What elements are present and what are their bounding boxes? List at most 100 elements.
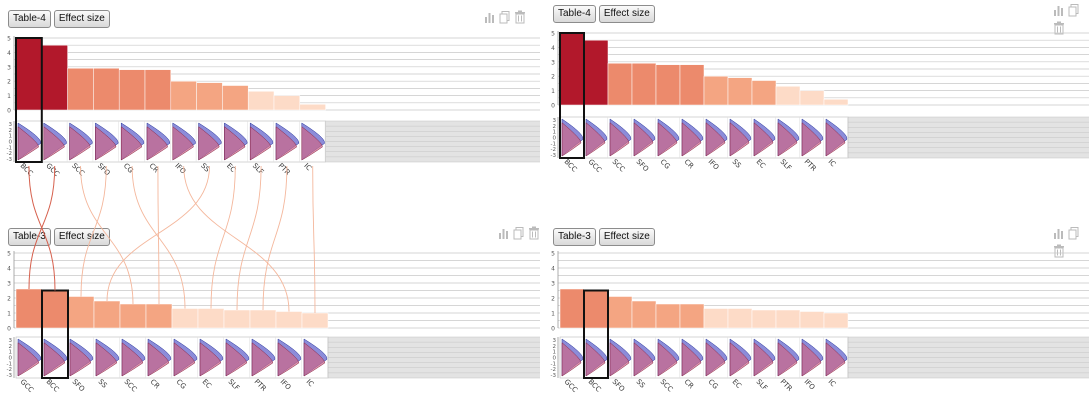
y-tick-label: 4 xyxy=(7,50,11,57)
distribution-tick-label: -1 xyxy=(551,361,556,367)
table-3-panel-right: Table-3 Effect size 0 1 2 3 4 5 3 2 1 0 -1 -2 -3 GCC BC… xyxy=(545,220,1089,400)
effect-size-button[interactable]: Effect size xyxy=(53,10,110,28)
bar-bcc[interactable] xyxy=(583,290,609,329)
copy-icon[interactable] xyxy=(1068,3,1080,17)
distribution-tick-label: 2 xyxy=(553,124,557,130)
x-label-slf: SLF xyxy=(251,162,265,176)
y-tick-label: 0 xyxy=(7,108,11,115)
y-tick-label: 3 xyxy=(7,281,11,288)
bar-sfo[interactable] xyxy=(93,67,120,111)
distribution-glyph-sfo xyxy=(69,337,94,378)
bar-ifo[interactable] xyxy=(170,80,197,111)
bar-sfo[interactable] xyxy=(631,62,657,106)
bar-ic[interactable] xyxy=(823,98,849,106)
x-label-bcc: BCC xyxy=(19,162,35,178)
bar-ifo[interactable] xyxy=(703,75,729,106)
distribution-glyph-gcc xyxy=(43,121,68,162)
distribution-glyph-slf xyxy=(753,337,776,378)
bars xyxy=(15,288,329,329)
bar-ss[interactable] xyxy=(93,300,121,329)
bar-gcc[interactable] xyxy=(583,39,609,106)
bar-cr[interactable] xyxy=(679,64,705,106)
bar-ptr[interactable] xyxy=(249,309,277,329)
bar-ic[interactable] xyxy=(823,312,849,329)
bar-ss[interactable] xyxy=(196,82,223,111)
bar-cr[interactable] xyxy=(144,69,172,111)
distribution-glyph-ec xyxy=(729,337,752,378)
effect-size-button[interactable]: Effect size xyxy=(598,228,655,246)
bar-ptr[interactable] xyxy=(273,95,301,111)
table-button[interactable]: Table-4 xyxy=(553,5,596,23)
bar-ifo[interactable] xyxy=(275,311,303,329)
table-button[interactable]: Table-3 xyxy=(553,228,596,246)
bar-slf[interactable] xyxy=(775,86,801,106)
chart-icon[interactable] xyxy=(484,10,496,24)
effect-size-button[interactable]: Effect size xyxy=(598,5,655,23)
bar-scc[interactable] xyxy=(67,67,94,111)
chart-icon[interactable] xyxy=(1053,226,1065,240)
x-label-bcc: BCC xyxy=(45,378,61,394)
bar-bcc[interactable] xyxy=(41,290,69,329)
x-label-cr: CR xyxy=(148,162,161,175)
bar-ptr[interactable] xyxy=(775,309,801,329)
distribution-tick-label: 3 xyxy=(553,118,557,124)
distribution-glyph-ic xyxy=(301,121,326,162)
bar-cg[interactable] xyxy=(171,308,199,329)
bar-ifo[interactable] xyxy=(799,311,825,329)
bars xyxy=(559,288,849,329)
y-tick-label: 2 xyxy=(7,296,11,303)
bar-bcc[interactable] xyxy=(559,32,585,106)
bar-cg[interactable] xyxy=(118,69,146,111)
bar-ss[interactable] xyxy=(727,77,753,106)
trash-icon[interactable] xyxy=(1053,21,1065,35)
bar-ic[interactable] xyxy=(301,312,329,329)
chart-icon[interactable] xyxy=(498,226,510,240)
bar-ptr[interactable] xyxy=(799,90,825,106)
copy-icon[interactable] xyxy=(499,10,511,24)
y-tick-label: 5 xyxy=(551,31,555,38)
bar-sfo[interactable] xyxy=(607,296,633,329)
bar-cg[interactable] xyxy=(703,308,729,329)
bar-cr[interactable] xyxy=(679,303,705,329)
chart-icon[interactable] xyxy=(1053,3,1065,17)
bar-ec[interactable] xyxy=(197,308,225,329)
x-label-ptr: PTR xyxy=(277,162,292,177)
copy-icon[interactable] xyxy=(1068,226,1080,240)
bar-scc[interactable] xyxy=(119,303,147,329)
x-label-ifo: IFO xyxy=(803,378,817,392)
x-label-ptr: PTR xyxy=(803,158,818,173)
y-tick-label: 1 xyxy=(551,311,555,318)
table-button[interactable]: Table-4 xyxy=(8,10,51,28)
bar-scc[interactable] xyxy=(607,62,633,106)
distribution-tick-label: -1 xyxy=(551,141,556,147)
distribution-glyph-gcc xyxy=(585,117,608,158)
bar-slf[interactable] xyxy=(751,309,777,329)
x-label-ptr: PTR xyxy=(779,378,794,393)
bar-bcc[interactable] xyxy=(15,37,43,111)
bar-ss[interactable] xyxy=(631,300,657,329)
bar-cg[interactable] xyxy=(655,64,681,106)
bar-ec[interactable] xyxy=(727,308,753,329)
distribution-glyph-cr xyxy=(681,337,704,378)
bar-gcc[interactable] xyxy=(15,288,43,329)
bar-sfo[interactable] xyxy=(67,296,95,329)
bar-slf[interactable] xyxy=(247,91,275,111)
bar-scc[interactable] xyxy=(655,303,681,329)
bar-slf[interactable] xyxy=(223,309,251,329)
distribution-glyph-scc xyxy=(657,337,680,378)
y-axis-ticks: 0 1 2 3 4 5 xyxy=(551,251,555,333)
trash-icon[interactable] xyxy=(1053,244,1065,258)
bar-ec[interactable] xyxy=(222,85,249,111)
bar-gcc[interactable] xyxy=(559,288,585,329)
copy-icon[interactable] xyxy=(513,226,525,240)
trash-icon[interactable] xyxy=(528,226,540,240)
bar-ic[interactable] xyxy=(299,103,326,111)
bar-gcc[interactable] xyxy=(41,44,68,111)
trash-icon[interactable] xyxy=(514,10,526,24)
bar-ec[interactable] xyxy=(751,80,777,106)
panel-header: Table-4 Effect size xyxy=(8,8,113,28)
bar-cr[interactable] xyxy=(145,303,173,329)
y-tick-label: 5 xyxy=(7,251,11,258)
x-axis-labels: BCC GCC SCC SFO CG CR IFO SS EC SLF PTR IC xyxy=(19,162,313,178)
